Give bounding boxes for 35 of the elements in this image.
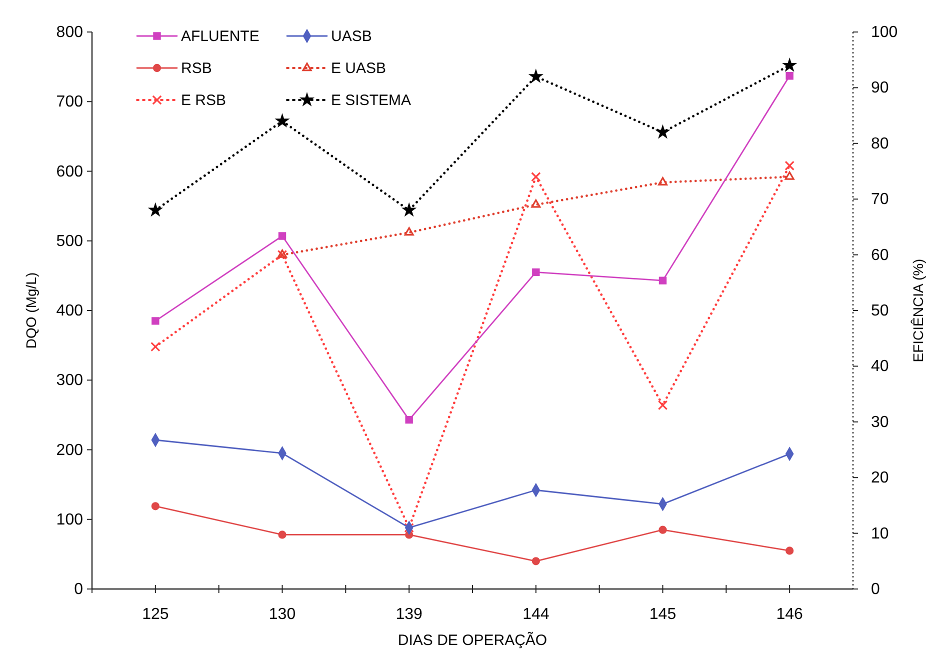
legend-label: E SISTEMA [331,92,412,109]
y-tick-label: 800 [56,24,84,41]
y-tick-label: 600 [56,163,84,180]
legend-label: E UASB [331,60,386,77]
y2-tick-label: 60 [871,246,889,264]
y2-tick-label: 0 [871,581,880,598]
x-axis-title: DIAS DE OPERAÇÃO [398,631,548,649]
x-tick-label: 144 [522,606,550,623]
y-tick-label: 0 [74,581,84,598]
y2-tick-label: 70 [871,191,889,208]
y2-tick-label: 90 [871,80,889,97]
y-tick-label: 700 [56,94,84,111]
y-tick-label: 500 [56,232,84,250]
legend-label: E RSB [181,92,226,109]
y2-tick-label: 30 [871,414,889,431]
x-tick-label: 146 [776,606,804,623]
x-tick-label: 145 [649,606,676,623]
legend-label: AFLUENTE [181,28,260,45]
y2-axis-title: EFICIÊNCIA (%) [910,258,926,362]
y-tick-label: 300 [56,372,84,390]
y-axis-title: DQO (Mg/L) [23,272,39,349]
y2-tick-label: 40 [871,358,889,376]
y-tick-label: 400 [56,302,84,320]
legend-label: UASB [331,28,372,45]
legend-label: RSB [181,60,212,77]
x-tick-label: 139 [396,606,423,623]
y2-tick-label: 80 [871,135,889,152]
y2-tick-label: 50 [871,302,889,320]
y2-tick-label: 10 [871,525,889,542]
y2-tick-label: 20 [871,470,889,487]
y-tick-label: 200 [56,442,84,459]
y-tick-label: 100 [56,511,84,528]
x-tick-label: 125 [142,606,169,623]
x-tick-label: 130 [268,606,296,623]
y2-tick-label: 100 [871,24,898,41]
